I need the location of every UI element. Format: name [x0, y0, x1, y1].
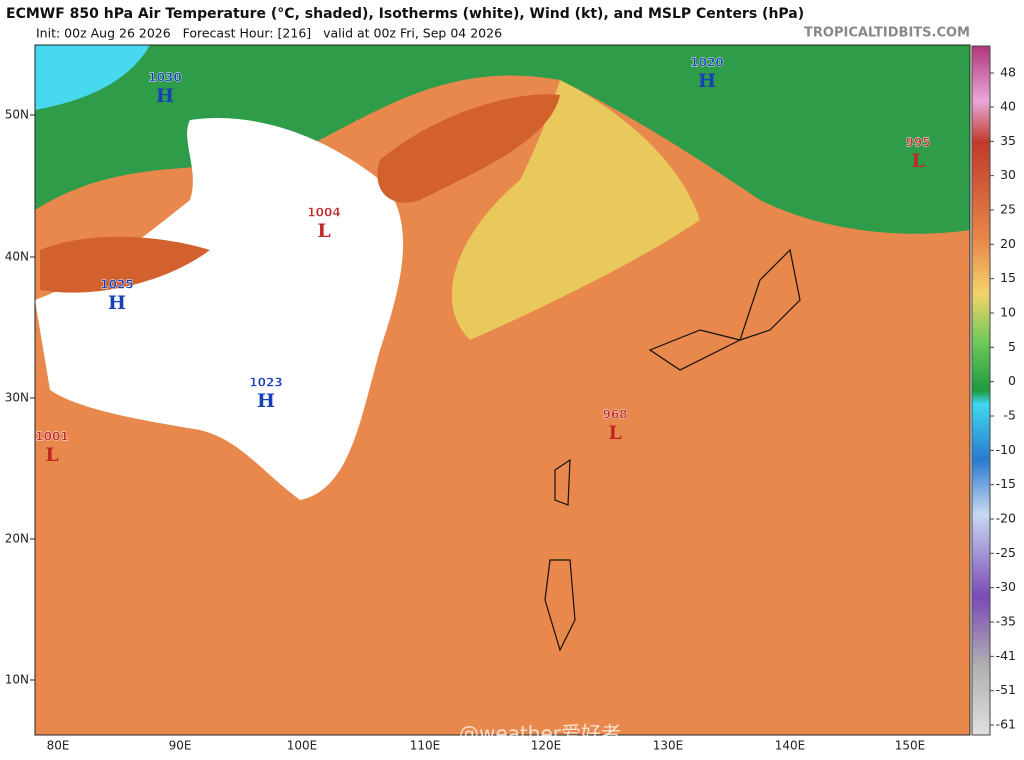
green-region — [35, 45, 970, 234]
pressure-symbol: H — [156, 85, 174, 107]
longitude-label: 150E — [895, 739, 926, 753]
plateau-region — [35, 118, 404, 500]
pressure-value: 1004 — [307, 206, 340, 220]
subtitle: Init: 00z Aug 26 2026 Forecast Hour: [21… — [36, 26, 502, 41]
pressure-symbol: L — [911, 150, 924, 172]
colorbar — [971, 45, 991, 736]
pressure-value: 995 — [905, 136, 930, 150]
colorbar-label: -20 — [996, 511, 1016, 526]
colorbar-label: -5 — [1004, 408, 1016, 423]
colorbar-label: 15 — [1000, 270, 1016, 285]
colorbar-label: 40 — [1000, 99, 1016, 114]
longitude-label: 120E — [531, 739, 562, 753]
colorbar-label: 0 — [1008, 373, 1016, 388]
colorbar-label: -51 — [996, 682, 1016, 697]
latitude-label: 20N — [5, 532, 29, 546]
latitude-label: 40N — [5, 250, 29, 264]
pressure-symbol: H — [698, 70, 716, 92]
longitude-label: 110E — [410, 739, 441, 753]
pressure-value: 968 — [602, 408, 627, 422]
pressure-symbol: H — [108, 292, 126, 314]
longitude-label: 130E — [653, 739, 684, 753]
warm-region — [377, 94, 560, 203]
pressure-value: 1030 — [148, 71, 181, 85]
colorbar-label: 35 — [1000, 133, 1016, 148]
pressure-value: 1023 — [249, 376, 282, 390]
yellow-region — [451, 80, 700, 340]
colorbar-label: -15 — [996, 476, 1016, 491]
pressure-value: 1001 — [35, 430, 68, 444]
watermark: @weather爱好者 — [459, 722, 621, 746]
colorbar-label: 30 — [1000, 167, 1016, 182]
colorbar-label: -35 — [996, 614, 1016, 629]
colorbar-label: 25 — [1000, 202, 1016, 217]
longitude-label: 140E — [775, 739, 806, 753]
colorbar-label: -30 — [996, 579, 1016, 594]
colorbar-label: 10 — [1000, 305, 1016, 320]
cyan-region — [35, 45, 150, 110]
colorbar-label: 20 — [1000, 236, 1016, 251]
longitude-label: 80E — [47, 739, 70, 753]
map — [34, 44, 971, 736]
colorbar-label: -10 — [996, 442, 1016, 457]
pressure-symbol: L — [317, 220, 330, 242]
longitude-label: 90E — [169, 739, 192, 753]
pressure-value: 1025 — [100, 278, 133, 292]
colorbar-label: -41 — [996, 648, 1016, 663]
pressure-symbol: L — [608, 422, 621, 444]
site-name: TROPICALTIDBITS.COM — [804, 26, 970, 41]
colorbar-label: -25 — [996, 545, 1016, 560]
latitude-label: 10N — [5, 673, 29, 687]
coastline — [544, 248, 801, 652]
colorbar-label: 5 — [1008, 339, 1016, 354]
pressure-symbol: L — [45, 444, 58, 466]
colorbar-label: -61 — [996, 717, 1016, 732]
longitude-label: 100E — [287, 739, 318, 753]
warm-region — [40, 236, 210, 293]
title: ECMWF 850 hPa Air Temperature (°C, shade… — [6, 6, 804, 22]
latitude-label: 50N — [5, 108, 29, 122]
colorbar-label: 48 — [1000, 65, 1016, 80]
pressure-value: 1020 — [690, 56, 723, 70]
map-frame — [34, 44, 971, 736]
latitude-label: 30N — [5, 391, 29, 405]
pressure-symbol: H — [257, 390, 275, 412]
